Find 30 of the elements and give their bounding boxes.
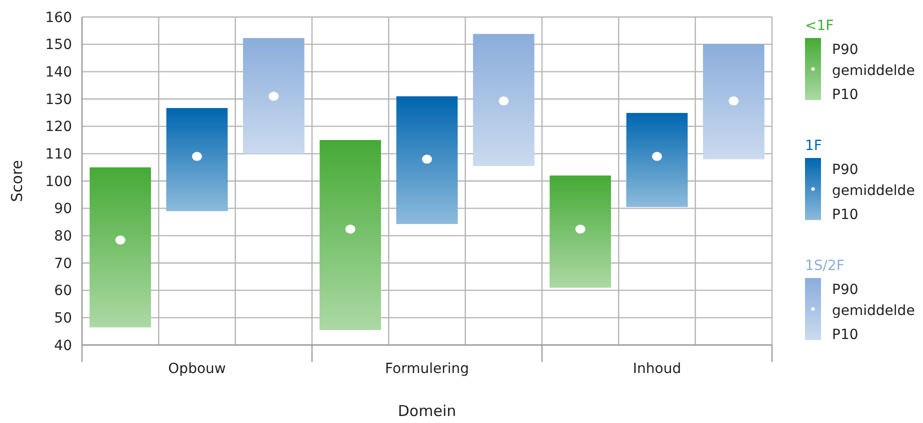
text: 1S/2F <box>805 258 844 274</box>
y-tick-label: 70 <box>54 256 72 272</box>
text: P10 <box>832 327 858 343</box>
text: P90 <box>832 42 858 58</box>
x-tick-label: Opbouw <box>168 361 226 377</box>
y-tick-label: 130 <box>45 92 72 108</box>
y-tick-label: 160 <box>45 10 72 26</box>
x-axis-title: Domein <box>398 402 456 420</box>
legend-label: gemiddelde <box>832 303 915 319</box>
y-tick-label: 90 <box>54 201 72 218</box>
text: P90 <box>832 282 858 298</box>
y-tick-label: 110 <box>45 146 72 163</box>
text: P10 <box>832 207 858 223</box>
x-tick-label: Formulering <box>384 361 470 377</box>
text: <1F <box>805 18 834 34</box>
y-tick-label: 150 <box>45 37 72 54</box>
y-tick-label: 50 <box>54 310 72 327</box>
y-tick-label: 80 <box>54 228 72 245</box>
y-tick-label: 60 <box>54 283 72 300</box>
text: 1F <box>805 138 822 154</box>
y-tick-label: 140 <box>45 64 72 81</box>
text: P90 <box>832 162 858 178</box>
legend-label: gemiddelde <box>832 183 915 199</box>
y-tick-label: 120 <box>45 119 72 136</box>
y-tick-label: 40 <box>54 338 72 354</box>
y-axis-title: Score <box>8 160 26 202</box>
y-tick-label: 100 <box>45 174 72 190</box>
legend-label: gemiddelde <box>832 63 915 79</box>
text: P10 <box>832 87 858 103</box>
x-tick-label: Inhoud <box>632 361 682 377</box>
